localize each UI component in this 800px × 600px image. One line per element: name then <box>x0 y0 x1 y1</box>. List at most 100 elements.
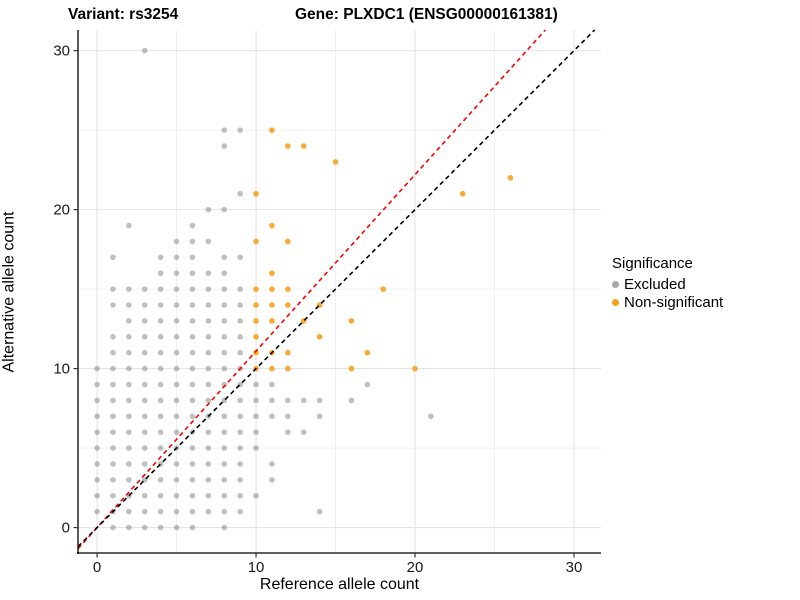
data-point-excluded <box>157 429 164 435</box>
data-point-excluded <box>157 302 164 308</box>
data-point-excluded <box>141 334 148 340</box>
data-point-excluded <box>173 524 180 531</box>
data-point-excluded <box>157 286 164 292</box>
data-point-excluded <box>221 461 228 467</box>
data-point-excluded <box>173 302 180 308</box>
data-point-excluded <box>189 222 196 229</box>
data-point-excluded <box>205 445 212 451</box>
data-point-excluded <box>141 524 148 531</box>
data-point-excluded <box>221 349 228 356</box>
data-point-excluded <box>126 445 132 451</box>
data-point-excluded <box>110 445 116 451</box>
data-point-excluded <box>205 508 212 515</box>
data-point-excluded <box>253 445 259 451</box>
data-point-excluded <box>94 413 100 420</box>
data-point-excluded <box>316 413 323 420</box>
data-point-excluded <box>221 302 228 308</box>
data-point-excluded <box>205 286 212 292</box>
data-point-excluded <box>126 477 132 483</box>
data-point-excluded <box>110 477 116 483</box>
legend-item-non-significant: Non-significant <box>612 293 723 311</box>
x-tick-label: 30 <box>566 559 583 576</box>
data-point-excluded <box>110 286 116 292</box>
data-point-non-significant <box>285 365 291 372</box>
data-point-excluded <box>205 461 212 467</box>
data-point-excluded <box>189 413 196 420</box>
data-point-non-significant <box>253 318 259 324</box>
data-point-excluded <box>94 397 100 404</box>
data-point-excluded <box>237 397 243 404</box>
data-point-excluded <box>189 318 196 324</box>
data-point-excluded <box>205 397 212 404</box>
data-point-non-significant <box>348 318 355 324</box>
data-point-excluded <box>94 381 100 388</box>
data-point-excluded <box>205 318 212 324</box>
data-point-excluded <box>189 349 196 356</box>
data-point-excluded <box>94 461 100 467</box>
legend-label-excluded: Excluded <box>624 275 686 293</box>
data-point-excluded <box>141 302 148 308</box>
data-point-excluded <box>126 524 132 531</box>
data-point-excluded <box>237 492 243 499</box>
data-point-excluded <box>141 318 148 324</box>
data-point-non-significant <box>316 334 323 340</box>
data-point-excluded <box>237 508 243 515</box>
data-point-excluded <box>205 381 212 388</box>
data-point-excluded <box>173 349 180 356</box>
data-point-excluded <box>300 429 307 435</box>
x-tick-label: 0 <box>93 559 101 576</box>
data-point-excluded <box>237 477 243 483</box>
data-point-excluded <box>141 397 148 404</box>
data-point-excluded <box>173 238 180 245</box>
data-point-excluded <box>221 254 228 261</box>
data-point-excluded <box>237 334 243 340</box>
data-point-excluded <box>269 381 275 388</box>
data-point-excluded <box>157 508 164 515</box>
data-point-excluded <box>269 397 275 404</box>
data-point-non-significant <box>412 365 418 372</box>
data-point-excluded <box>126 349 132 356</box>
data-point-excluded <box>253 492 259 499</box>
data-point-excluded <box>189 492 196 499</box>
data-point-excluded <box>189 445 196 451</box>
data-point-excluded <box>173 381 180 388</box>
legend: Significance Excluded Non-significant <box>612 255 723 311</box>
data-point-excluded <box>141 492 148 499</box>
data-point-excluded <box>126 397 132 404</box>
data-point-non-significant <box>253 302 259 308</box>
y-axis-label: Alternative allele count <box>0 211 18 373</box>
data-point-excluded <box>94 429 100 435</box>
data-point-excluded <box>285 429 291 435</box>
data-point-excluded <box>189 286 196 292</box>
data-point-non-significant <box>253 286 259 292</box>
data-point-excluded <box>364 381 371 388</box>
data-point-excluded <box>221 286 228 292</box>
data-point-excluded <box>173 270 180 277</box>
data-point-excluded <box>173 429 180 435</box>
data-point-excluded <box>173 397 180 404</box>
data-point-excluded <box>141 286 148 292</box>
data-point-excluded <box>126 318 132 324</box>
data-point-excluded <box>221 318 228 324</box>
data-point-non-significant <box>380 286 387 292</box>
data-point-excluded <box>110 429 116 435</box>
data-point-excluded <box>221 477 228 483</box>
data-point-excluded <box>205 429 212 435</box>
data-point-excluded <box>221 445 228 451</box>
data-point-excluded <box>173 508 180 515</box>
data-point-excluded <box>237 286 243 292</box>
data-point-excluded <box>237 461 243 467</box>
expected-ratio-line <box>77 29 546 550</box>
data-point-excluded <box>428 413 434 420</box>
data-point-excluded <box>300 397 307 404</box>
data-point-excluded <box>205 477 212 483</box>
data-point-excluded <box>157 413 164 420</box>
data-point-excluded <box>141 365 148 372</box>
data-point-excluded <box>269 461 275 467</box>
data-point-non-significant <box>300 143 307 149</box>
data-point-non-significant <box>348 365 355 372</box>
excluded-dot-icon <box>612 280 619 288</box>
legend-item-excluded: Excluded <box>612 275 723 293</box>
data-point-excluded <box>189 334 196 340</box>
